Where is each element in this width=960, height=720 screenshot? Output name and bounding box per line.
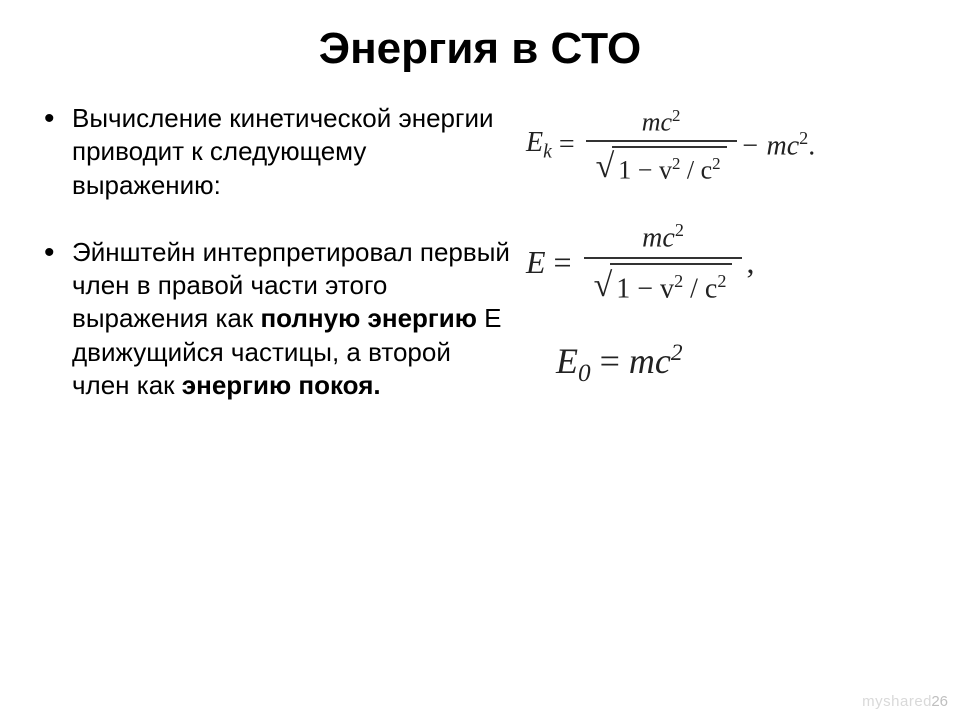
formula-rest-energy: E0 = mc2: [526, 340, 928, 388]
formula-column: Ek = mc2 √ 1 − v2 / c2: [526, 102, 928, 436]
formula-kinetic-energy: Ek = mc2 √ 1 − v2 / c2: [526, 106, 928, 184]
slide: Энергия в СТО Вычисление кинетической эн…: [0, 0, 960, 720]
slide-title: Энергия в СТО: [0, 0, 960, 86]
page-number: 26: [931, 693, 948, 710]
bullet-text: Эйнштейн интерпретировал первый член в п…: [72, 237, 510, 400]
formula-total-energy: E = mc2 √ 1 − v2 / c2 ,: [526, 220, 928, 304]
bullet-list: Вычисление кинетической энергии приводит…: [44, 102, 514, 402]
bullet-text: Вычисление кинетической энергии приводит…: [72, 103, 494, 200]
watermark: myshared: [862, 693, 932, 710]
slide-content: Вычисление кинетической энергии приводит…: [0, 86, 960, 436]
bullet-item: Вычисление кинетической энергии приводит…: [44, 102, 514, 202]
bullet-item: Эйнштейн интерпретировал первый член в п…: [44, 236, 514, 402]
text-column: Вычисление кинетической энергии приводит…: [44, 102, 526, 436]
